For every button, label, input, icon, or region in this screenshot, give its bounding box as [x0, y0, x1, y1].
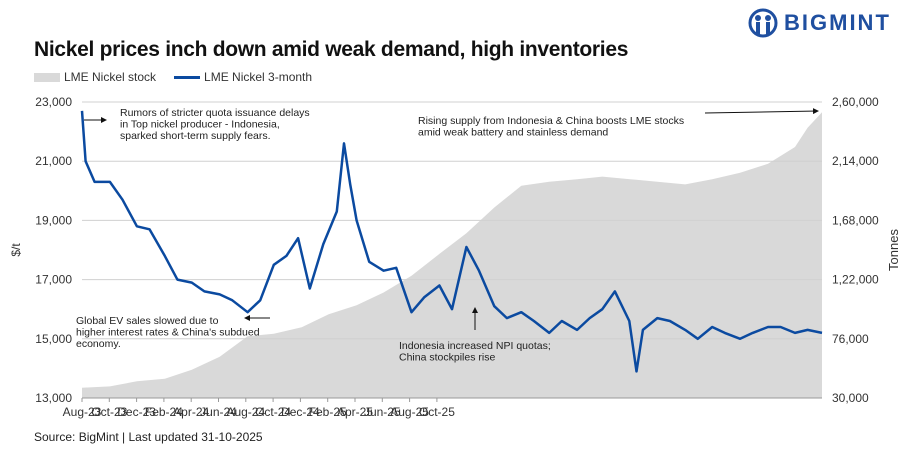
y-tick-label: 13,000 [35, 391, 72, 405]
annotation-text: Indonesia increased NPI quotas; [399, 340, 551, 352]
annotation-text: Global EV sales slowed due to [76, 315, 219, 327]
legend-label: LME Nickel 3-month [204, 70, 313, 84]
price-line [80, 110, 823, 373]
annotation-text: higher interest rates & China's subdued [76, 327, 260, 339]
y-tick-label: 15,000 [35, 332, 72, 346]
x-tick-label: Apr-25 [337, 405, 373, 419]
x-tick-label: Aug-24 [226, 405, 265, 419]
x-tick-label: Oct-25 [419, 405, 455, 419]
x-tick-label: Apr-24 [173, 405, 209, 419]
annotation-arrow [704, 108, 819, 115]
y-tick-label: 23,000 [35, 95, 72, 109]
x-tick-label: Dec-24 [281, 405, 320, 419]
stock-area [82, 112, 822, 399]
annotation-text: in Top nickel producer - Indonesia, [120, 119, 280, 131]
source-note: Source: BigMint | Last updated 31-10-202… [34, 430, 263, 444]
x-tick-label: Aug-23 [63, 405, 102, 419]
y2-tick-label: 1,22,000 [832, 273, 879, 287]
bigmint-logo: BIGMINT [748, 8, 891, 38]
legend-swatch-stock [34, 72, 60, 82]
x-tick-label: Dec-23 [117, 405, 156, 419]
y2-axis-label: Tonnes [886, 229, 901, 271]
legend: LME Nickel stock LME Nickel 3-month [34, 70, 312, 84]
y-axis-label: $/t [9, 243, 23, 257]
x-tick-label: Aug-25 [390, 405, 429, 419]
y-tick-label: 19,000 [35, 213, 72, 227]
annotation-text: China stockpiles rise [399, 352, 495, 364]
x-tick-label: Oct-24 [255, 405, 291, 419]
legend-label: LME Nickel stock [64, 70, 157, 84]
x-tick-label: Jun-24 [200, 405, 237, 419]
y2-tick-label: 2,60,000 [832, 95, 879, 109]
annotation-text: Rising supply from Indonesia & China boo… [418, 115, 684, 127]
y2-tick-label: 1,68,000 [832, 213, 879, 227]
y2-tick-label: 76,000 [832, 332, 869, 346]
logo-icon [748, 8, 778, 38]
legend-item-price: LME Nickel 3-month [174, 70, 312, 84]
annotation-text: economy. [76, 338, 121, 350]
annotation-text: Rumors of stricter quota issuance delays [120, 107, 310, 119]
legend-swatch-price [174, 75, 201, 79]
logo-text: BIGMINT [784, 10, 891, 35]
x-tick-label: Feb-24 [145, 405, 183, 419]
annotation-text: sparked short-term supply fears. [120, 130, 271, 142]
x-tick-label: Oct-23 [91, 405, 127, 419]
legend-item-stock: LME Nickel stock [34, 70, 156, 84]
y-tick-label: 17,000 [35, 273, 72, 287]
chart-title: Nickel prices inch down amid weak demand… [34, 38, 629, 61]
y2-tick-label: 2,14,000 [832, 154, 879, 168]
annotation-text: amid weak battery and stainless demand [418, 127, 608, 139]
x-tick-label: Feb-25 [309, 405, 347, 419]
y2-tick-label: 30,000 [832, 391, 869, 405]
x-tick-label: Jun-25 [364, 405, 401, 419]
y-tick-label: 21,000 [35, 154, 72, 168]
